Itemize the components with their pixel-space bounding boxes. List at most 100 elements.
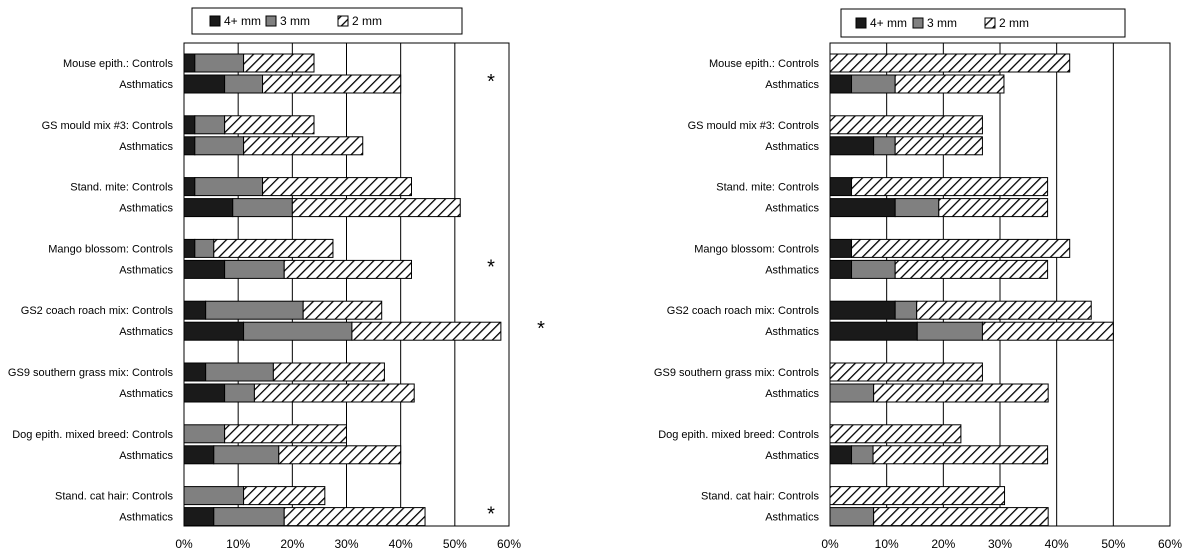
legend-swatch-2 (337, 15, 349, 27)
bar-segment-asthmatics (981, 321, 1114, 341)
category-label: Asthmatics (765, 264, 819, 276)
x-tick-label: 30% (334, 537, 358, 550)
category-label: Asthmatics (765, 326, 819, 338)
bar-segment-asthmatics (194, 136, 245, 156)
bar-segment-asthmatics (873, 383, 1049, 403)
bar-segment-asthmatics (183, 74, 226, 94)
legend-box (840, 8, 1126, 38)
x-tick-label: 50% (1101, 537, 1125, 550)
legend-swatch-0 (209, 15, 221, 27)
category-label: Dog epith. mixed breed: Controls (658, 429, 819, 441)
bar-segment-controls (213, 238, 334, 258)
category-label: Stand. cat hair: Controls (55, 491, 174, 503)
bar-segment-asthmatics (253, 383, 415, 403)
bar-segment-asthmatics (183, 383, 226, 403)
bar-segment-controls (183, 300, 207, 320)
bar-segment-controls (243, 53, 315, 73)
significance-marker: * (537, 318, 545, 340)
bar-segment-controls (183, 177, 196, 197)
bar-segment-controls (183, 53, 196, 73)
bar-segment-asthmatics (243, 321, 353, 341)
bar-segment-asthmatics (851, 259, 896, 279)
bar-segment-controls (183, 424, 226, 444)
bar-segment-asthmatics (894, 74, 1005, 94)
bar-segment-controls (194, 238, 215, 258)
x-tick-label: 10% (875, 537, 899, 550)
bar-segment-asthmatics (916, 321, 983, 341)
bar-segment-controls (829, 300, 896, 320)
legend: 4+ mm 3 mm 2 mm (840, 8, 1126, 38)
bar-segment-controls (183, 115, 196, 135)
category-label: Mango blossom: Controls (694, 243, 819, 255)
bar-segment-asthmatics (873, 507, 1049, 527)
category-label: Asthmatics (119, 326, 173, 338)
category-label: Asthmatics (765, 450, 819, 462)
category-label: Asthmatics (765, 512, 819, 524)
bar-segment-asthmatics (873, 136, 896, 156)
bar-segment-controls (302, 300, 383, 320)
bar-segment-controls (194, 53, 245, 73)
chart-panel-right: 4+ mm 3 mm 2 mm 0% 10% 20% 30% 40% 50% 60% Mouse e… (654, 8, 1182, 551)
legend-swatch-1 (265, 15, 277, 27)
bar-segment-asthmatics (224, 383, 255, 403)
bar-segment-asthmatics (183, 445, 215, 465)
category-label: Stand. mite: Controls (716, 182, 819, 194)
bar-segment-controls (183, 362, 207, 382)
bar-segment-asthmatics (283, 507, 426, 527)
category-label: Mango blossom: Controls (48, 243, 173, 255)
category-label: Dog epith. mixed breed: Controls (12, 429, 173, 441)
x-tick-label: 20% (280, 537, 304, 550)
bar-segment-controls (183, 486, 245, 506)
bar-segment-controls (829, 177, 853, 197)
x-tick-label: 50% (443, 537, 467, 550)
bar-segment-asthmatics (213, 507, 285, 527)
category-label: GS mould mix #3: Controls (42, 120, 174, 132)
bar-segment-asthmatics (894, 136, 983, 156)
category-label: GS9 southern grass mix: Controls (654, 367, 820, 379)
bar-segment-asthmatics (183, 198, 234, 218)
bar-segment-controls (894, 300, 918, 320)
x-tick-label: 10% (226, 537, 250, 550)
significance-marker: * (487, 504, 495, 526)
category-label: GS9 southern grass mix: Controls (8, 367, 174, 379)
bar-segment-asthmatics (183, 136, 196, 156)
bar-segment-asthmatics (183, 321, 245, 341)
bar-segment-controls (243, 486, 326, 506)
bar-segment-asthmatics (829, 259, 853, 279)
legend-label-1: 3 mm (927, 16, 957, 30)
legend-box (191, 7, 463, 35)
category-label: Stand. mite: Controls (70, 182, 173, 194)
bar-segment-controls (205, 300, 304, 320)
bar-segment-asthmatics (829, 74, 853, 94)
x-tick-label: 20% (931, 537, 955, 550)
bar-segment-asthmatics (894, 259, 1049, 279)
category-label: GS2 coach roach mix: Controls (21, 305, 174, 317)
bar-segment-controls (272, 362, 385, 382)
bar-segment-asthmatics (183, 507, 215, 527)
bar-segment-asthmatics (232, 198, 293, 218)
bar-segment-asthmatics (213, 445, 280, 465)
bar-segment-controls (224, 115, 315, 135)
legend-label-2: 2 mm (352, 14, 382, 28)
bar-segment-controls (194, 177, 264, 197)
legend-swatch-0 (855, 17, 867, 29)
category-label: Asthmatics (119, 450, 173, 462)
bar-segment-controls (262, 177, 412, 197)
bar-segment-asthmatics (872, 445, 1049, 465)
legend: 4+ mm 3 mm 2 mm (191, 7, 463, 35)
bar-segment-controls (829, 238, 853, 258)
bar-segment-controls (916, 300, 1092, 320)
bar-segment-asthmatics (243, 136, 364, 156)
legend-label-0: 4+ mm (224, 14, 261, 28)
category-label: Asthmatics (119, 264, 173, 276)
bar-segment-controls (224, 424, 347, 444)
bar-segment-controls (183, 238, 196, 258)
category-label: GS2 coach roach mix: Controls (667, 305, 820, 317)
bar-segment-asthmatics (829, 507, 875, 527)
x-tick-label: 60% (497, 537, 521, 550)
category-label: Asthmatics (119, 141, 173, 153)
significance-marker: * (487, 71, 495, 93)
bar-segment-asthmatics (351, 321, 502, 341)
bar-segment-asthmatics (224, 259, 285, 279)
